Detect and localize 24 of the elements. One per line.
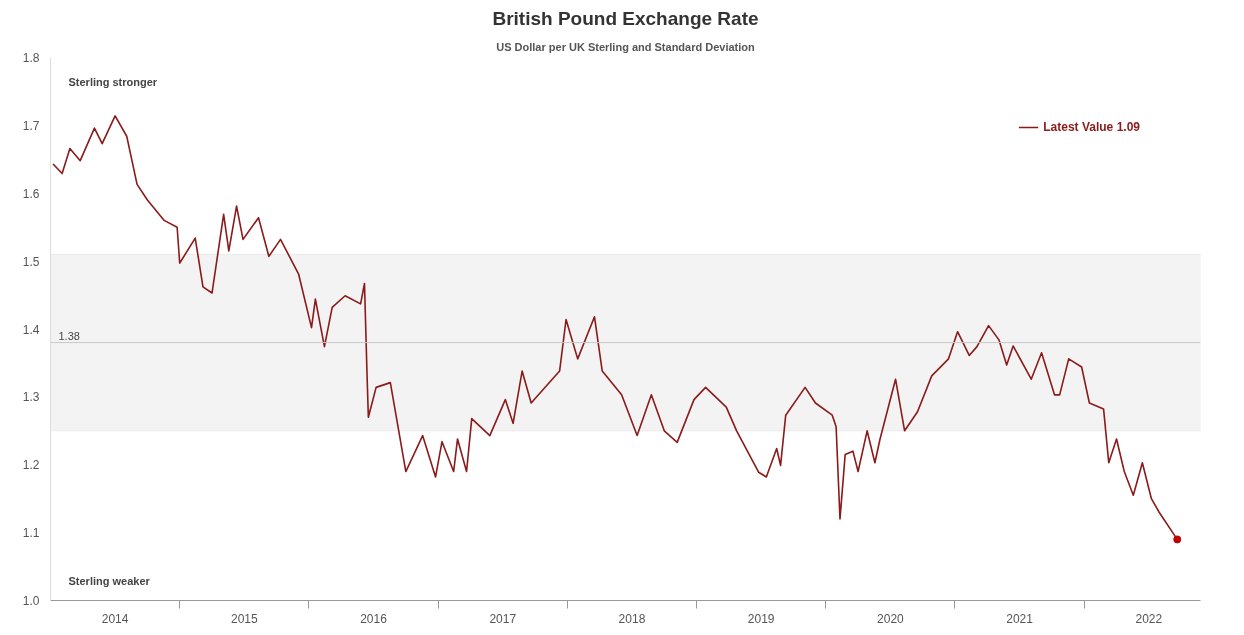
x-tick-label: 2017	[489, 611, 517, 626]
x-tick-label: 2015	[230, 611, 258, 626]
x-tick-label: 2016	[360, 611, 388, 626]
chart-title: British Pound Exchange Rate	[492, 7, 759, 29]
x-tick-label: 2014	[101, 611, 129, 626]
y-tick-label: 1.8	[22, 51, 40, 65]
y-tick-label: 1.4	[22, 322, 40, 337]
y-tick-label: 1.1	[22, 526, 40, 541]
x-tick-label: 2018	[618, 611, 646, 626]
annotation: Sterling weaker	[68, 574, 151, 587]
y-tick-label: 1.0	[22, 594, 40, 608]
legend-label: Latest Value 1.09	[1043, 120, 1140, 134]
chart-subtitle: US Dollar per UK Sterling and Standard Deviation	[496, 40, 756, 53]
x-tick-label: 2022	[1135, 611, 1163, 626]
y-tick-label: 1.3	[22, 390, 40, 405]
y-tick-label: 1.2	[22, 458, 40, 473]
y-tick-label: 1.5	[22, 254, 40, 269]
ref-line-label: 1.38	[58, 329, 80, 342]
x-tick-label: 2020	[877, 611, 905, 626]
y-tick-label: 1.6	[22, 186, 40, 201]
y-tick-label: 1.7	[22, 118, 40, 133]
x-tick-label: 2019	[747, 611, 775, 626]
x-tick-label: 2021	[1006, 611, 1034, 626]
annotation: Sterling stronger	[68, 75, 158, 88]
